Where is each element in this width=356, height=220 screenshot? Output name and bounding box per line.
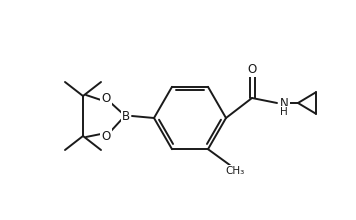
Text: O: O [101,92,111,104]
Text: N: N [279,97,288,110]
Text: O: O [101,130,111,143]
Text: CH₃: CH₃ [225,166,245,176]
Text: H: H [280,107,288,117]
Text: O: O [247,62,257,75]
Text: B: B [122,110,130,123]
